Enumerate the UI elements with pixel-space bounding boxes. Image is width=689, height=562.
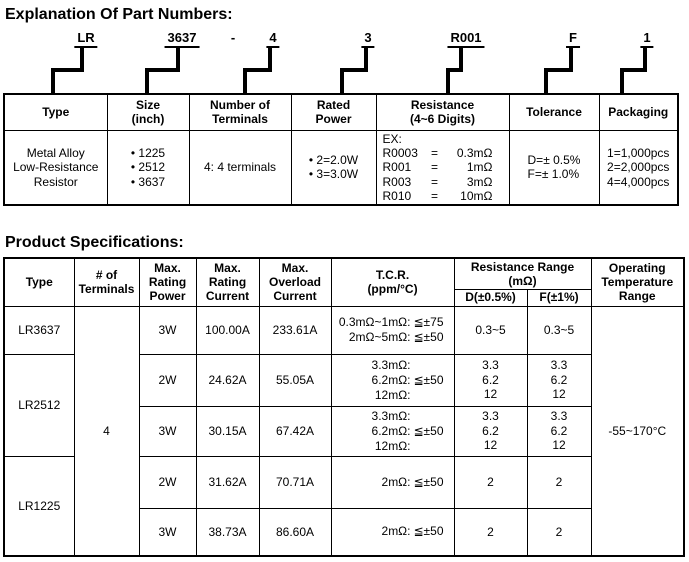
current-value: 38.73A: [195, 507, 260, 557]
col-header-resistance: Resistance (4~6 Digits): [375, 93, 510, 131]
spec-col-max-rating-current: Max. Rating Current: [195, 257, 260, 307]
tcr-value: 2mΩ: ≦±50: [330, 507, 455, 557]
spec-col-operating-temp: Operating Temperature Range: [590, 257, 685, 307]
type-value: LR1225: [3, 455, 75, 557]
spec-row-lr3637-3w: LR3637 4 3W 100.00A 233.61A 0.3mΩ~1mΩ: ≦±…: [3, 305, 685, 557]
current-value: 24.62A: [195, 353, 260, 407]
part-table-body-row: Metal Alloy Low-Resistance Resistor • 12…: [3, 129, 679, 206]
part-segment-packaging: 1: [640, 31, 654, 48]
col-header-type: Type: [3, 93, 108, 131]
spec-row-lr1225-2w: LR1225 2W 31.62A 70.71A 2mΩ: ≦±50 2 2: [3, 455, 684, 557]
tolerance-options: D=± 0.5% F=± 1.0%: [527, 153, 581, 182]
tcr-value: 2mΩ: ≦±50: [330, 455, 455, 509]
tcr-value: 3.3mΩ: 6.2mΩ: ≦±50 12mΩ:: [330, 405, 455, 457]
f-range-value: 2: [526, 507, 592, 557]
f-range-value: 2: [526, 455, 592, 509]
resistance-examples-cell: EX: R0003 = 0.3mΩ R001 = 1mΩ R003 = 3mΩ R010 = 1…: [375, 129, 510, 206]
current-value: 30.15A: [195, 405, 260, 457]
f-range-value: 3.3 6.2 12: [526, 353, 592, 407]
d-range-value: 0.3~5: [453, 305, 528, 355]
col-header-terminals: Number of Terminals: [188, 93, 292, 131]
spec-col-max-rating-power: Max. Rating Power: [138, 257, 197, 307]
spec-row-lr2512-3w: 3W 30.15A 67.42A 3.3mΩ: 6.2mΩ: ≦±50 12mΩ:…: [4, 405, 684, 457]
spec-col-d-tolerance: D(±0.5%): [453, 288, 528, 307]
resistance-intro: EX:: [382, 131, 402, 146]
part-number-table: Type Size (inch) Number of Terminals Rat…: [3, 93, 679, 207]
spec-col-max-overload-current: Max. Overload Current: [258, 257, 332, 307]
spec-row-lr2512-2w: LR2512 2W 24.62A 55.05A 3.3mΩ: 6.2mΩ: ≦±5…: [3, 353, 684, 457]
spec-col-f-tolerance: F(±1%): [526, 288, 592, 307]
part-segment-power: 3: [361, 31, 375, 48]
power-value: 3W: [138, 507, 197, 557]
part-segment-tolerance: F: [566, 31, 580, 48]
terminals-cell: 4: 4 terminals: [188, 129, 292, 206]
tcr-value: 0.3mΩ~1mΩ: ≦±75 2mΩ~5mΩ: ≦±50: [330, 305, 455, 355]
resistance-example: R001 = 1mΩ: [382, 160, 493, 175]
spec-row-lr1225-3w: 3W 38.73A 86.60A 2mΩ: ≦±50 2 2: [4, 507, 684, 557]
power-value: 2W: [138, 455, 197, 509]
overload-value: 67.42A: [258, 405, 332, 457]
overload-value: 55.05A: [258, 353, 332, 407]
spec-col-terminals: # of Terminals: [73, 257, 140, 307]
product-specifications-table: Type # of Terminals Max. Rating Power Ma…: [3, 257, 686, 557]
overload-value: 233.61A: [258, 305, 332, 355]
col-header-packaging: Packaging: [598, 93, 679, 131]
packaging-cell: 1=1,000pcs 2=2,000pcs 4=4,000pcs: [598, 129, 679, 206]
part-table-header-row: Type Size (inch) Number of Terminals Rat…: [3, 93, 679, 131]
type-value: LR3637: [3, 305, 75, 355]
part-segment-series: LR: [74, 31, 98, 48]
f-range-value: 3.3 6.2 12: [526, 405, 592, 457]
resistance-example: R0003 = 0.3mΩ: [382, 145, 493, 160]
part-segment-terminals: 4: [266, 31, 280, 48]
resistance-example: R010 = 10mΩ: [382, 189, 493, 204]
part-segment-resistance: R001: [447, 31, 485, 48]
part-number-connector-lines: [51, 48, 647, 93]
col-header-size: Size (inch): [106, 93, 190, 131]
part-numbers-heading: Explanation Of Part Numbers:: [5, 6, 233, 23]
spec-col-type: Type: [3, 257, 75, 307]
rated-power-cell: • 2=2.0W • 3=3.0W: [290, 129, 377, 206]
current-value: 100.00A: [195, 305, 260, 355]
size-cell: • 1225 • 2512 • 3637: [106, 129, 190, 206]
product-specifications-heading: Product Specifications:: [5, 234, 184, 251]
power-value: 3W: [138, 305, 197, 355]
part-segment-size: 3637: [164, 31, 200, 48]
power-value: 3W: [138, 405, 197, 457]
part-segment-dash: -: [230, 30, 236, 45]
type-value: LR2512: [3, 353, 75, 457]
power-options: • 2=2.0W • 3=3.0W: [308, 153, 359, 182]
packaging-options: 1=1,000pcs 2=2,000pcs 4=4,000pcs: [607, 145, 670, 189]
d-range-value: 2: [453, 455, 528, 509]
tcr-value: 3.3mΩ: 6.2mΩ: ≦±50 12mΩ:: [330, 353, 455, 407]
overload-value: 70.71A: [258, 455, 332, 509]
overload-value: 86.60A: [258, 507, 332, 557]
type-cell: Metal Alloy Low-Resistance Resistor: [3, 129, 108, 206]
spec-col-tcr: T.C.R. (ppm/°C): [330, 257, 455, 307]
col-header-tolerance: Tolerance: [508, 93, 600, 131]
tolerance-cell: D=± 0.5% F=± 1.0%: [508, 129, 600, 206]
resistance-example: R003 = 3mΩ: [382, 174, 493, 189]
f-range-value: 0.3~5: [526, 305, 592, 355]
spec-col-resistance-range: Resistance Range (mΩ): [453, 257, 592, 290]
spec-header-row-1: Type # of Terminals Max. Rating Power Ma…: [3, 257, 685, 307]
operating-temp-value: -55~170°C: [590, 305, 685, 557]
size-options: • 1225 • 2512 • 3637: [130, 145, 166, 189]
col-header-rated-power: Rated Power: [290, 93, 377, 131]
current-value: 31.62A: [195, 455, 260, 509]
d-range-value: 2: [453, 507, 528, 557]
terminals-value: 4: [73, 305, 140, 557]
d-range-value: 3.3 6.2 12: [453, 405, 528, 457]
power-value: 2W: [138, 353, 197, 407]
d-range-value: 3.3 6.2 12: [453, 353, 528, 407]
